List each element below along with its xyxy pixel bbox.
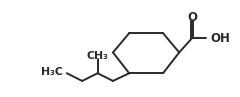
Text: O: O xyxy=(187,11,197,24)
Text: OH: OH xyxy=(211,32,231,45)
Text: H₃C: H₃C xyxy=(41,68,63,78)
Text: CH₃: CH₃ xyxy=(87,51,108,61)
